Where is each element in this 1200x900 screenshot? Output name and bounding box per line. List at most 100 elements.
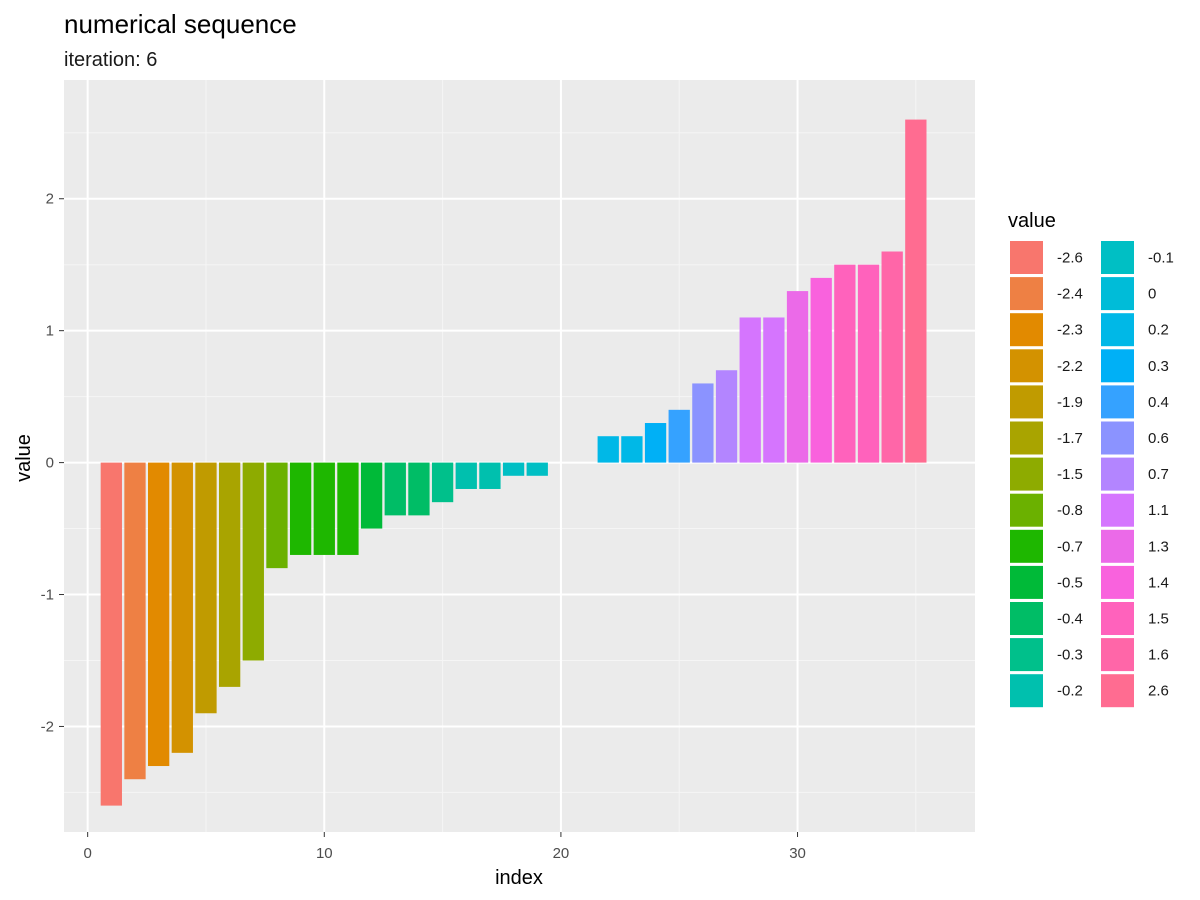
legend-key <box>1101 674 1134 708</box>
legend-key <box>1010 277 1043 311</box>
bar-6 <box>218 462 241 687</box>
bar-35 <box>905 119 927 463</box>
legend-key <box>1010 674 1043 708</box>
chart-title: numerical sequence <box>64 9 297 39</box>
legend-key <box>1101 638 1134 672</box>
legend-label: 1.3 <box>1148 538 1169 555</box>
legend-key <box>1010 385 1043 419</box>
legend-label: 1.5 <box>1148 611 1169 628</box>
legend-label: 1.4 <box>1148 574 1169 591</box>
bar-19 <box>526 462 548 476</box>
legend-label: 0.3 <box>1148 358 1169 375</box>
legend-label: -0.7 <box>1057 538 1083 555</box>
bar-32 <box>834 264 856 463</box>
legend-key <box>1101 313 1134 347</box>
legend-key <box>1101 529 1134 563</box>
legend-label: -1.5 <box>1057 466 1083 483</box>
legend-keys: -2.6 -2.4 -2.3 -2.2 -1.9 -1.7 -1.5 -0.8 -0.7 -0.5… <box>1010 241 1174 708</box>
legend-label: -2.3 <box>1057 322 1083 339</box>
bar-9 <box>289 462 312 555</box>
legend-label: 0.7 <box>1148 466 1169 483</box>
legend-label: -0.3 <box>1057 647 1083 664</box>
bar-33 <box>857 264 880 463</box>
legend-key <box>1010 313 1043 347</box>
bar-25 <box>668 409 690 463</box>
legend-key <box>1010 493 1043 527</box>
bar-5 <box>195 462 217 714</box>
legend-key <box>1101 421 1134 455</box>
chart-subtitle: iteration: 6 <box>64 49 157 71</box>
bar-15 <box>431 462 454 503</box>
legend-label: -0.8 <box>1057 502 1083 519</box>
bar-13 <box>384 462 406 516</box>
bar-12 <box>360 462 383 529</box>
bar-7 <box>242 462 264 661</box>
bar-11 <box>337 462 359 555</box>
legend-label: 2.6 <box>1148 683 1169 700</box>
bar-23 <box>621 436 643 463</box>
bar-10 <box>313 462 335 555</box>
y-tick-label: -2 <box>41 718 54 735</box>
legend-label: -1.9 <box>1057 394 1083 411</box>
legend-key <box>1010 421 1043 455</box>
legend-label: -2.4 <box>1057 286 1083 303</box>
legend-label: -1.7 <box>1057 430 1083 447</box>
x-axis: 0 10 20 30 <box>83 832 806 862</box>
bar-31 <box>810 277 832 463</box>
legend-key <box>1101 349 1134 383</box>
bar-26 <box>692 383 714 463</box>
legend-label: 1.6 <box>1148 647 1169 664</box>
x-axis-title: index <box>495 867 543 889</box>
legend: value -2.6 -2.4 -2.3 -2.2 -1.9 -1.7 -1.5 -0.8 -0… <box>1008 210 1174 708</box>
legend-key <box>1101 457 1134 491</box>
legend-label: -0.5 <box>1057 574 1083 591</box>
legend-key <box>1101 277 1134 311</box>
bar-14 <box>408 462 430 516</box>
x-tick-label: 30 <box>789 845 806 862</box>
x-tick-label: 10 <box>316 845 333 862</box>
legend-label: 0.6 <box>1148 430 1169 447</box>
legend-label: -0.4 <box>1057 611 1083 628</box>
legend-key <box>1010 638 1043 672</box>
y-axis-title: value <box>13 434 35 482</box>
legend-key <box>1010 529 1043 563</box>
legend-key <box>1101 602 1134 635</box>
bar-8 <box>266 462 288 569</box>
legend-key <box>1010 349 1043 383</box>
bar-4 <box>171 462 193 753</box>
x-tick-label: 20 <box>553 845 570 862</box>
legend-label: 0 <box>1148 286 1156 303</box>
bar-22 <box>597 436 619 463</box>
bar-24 <box>644 423 667 463</box>
legend-key <box>1101 385 1134 419</box>
bar-34 <box>881 251 903 463</box>
bar-27 <box>715 370 738 463</box>
bar-28 <box>739 317 761 463</box>
legend-key <box>1101 241 1134 274</box>
y-tick-label: 1 <box>46 323 54 340</box>
legend-label: -0.1 <box>1148 250 1174 267</box>
bar-29 <box>763 317 785 463</box>
y-axis: -2 -1 0 1 2 <box>41 191 64 735</box>
bar-1 <box>100 462 122 806</box>
bar-30 <box>786 291 809 463</box>
bar-2 <box>124 462 146 780</box>
y-tick-label: -1 <box>41 587 54 604</box>
legend-label: 0.2 <box>1148 322 1169 339</box>
legend-key <box>1101 493 1134 527</box>
legend-label: 0.4 <box>1148 394 1169 411</box>
legend-label: -2.2 <box>1057 358 1083 375</box>
x-tick-label: 0 <box>83 845 91 862</box>
bar-17 <box>479 462 501 489</box>
bar-16 <box>455 462 477 489</box>
legend-key <box>1010 565 1043 599</box>
legend-key <box>1010 241 1043 274</box>
bar-3 <box>148 462 170 767</box>
y-tick-label: 0 <box>46 455 54 472</box>
legend-label: -2.6 <box>1057 250 1083 267</box>
legend-label: 1.1 <box>1148 502 1169 519</box>
y-tick-label: 2 <box>46 191 54 208</box>
bars <box>100 119 927 806</box>
legend-title: value <box>1008 210 1056 232</box>
